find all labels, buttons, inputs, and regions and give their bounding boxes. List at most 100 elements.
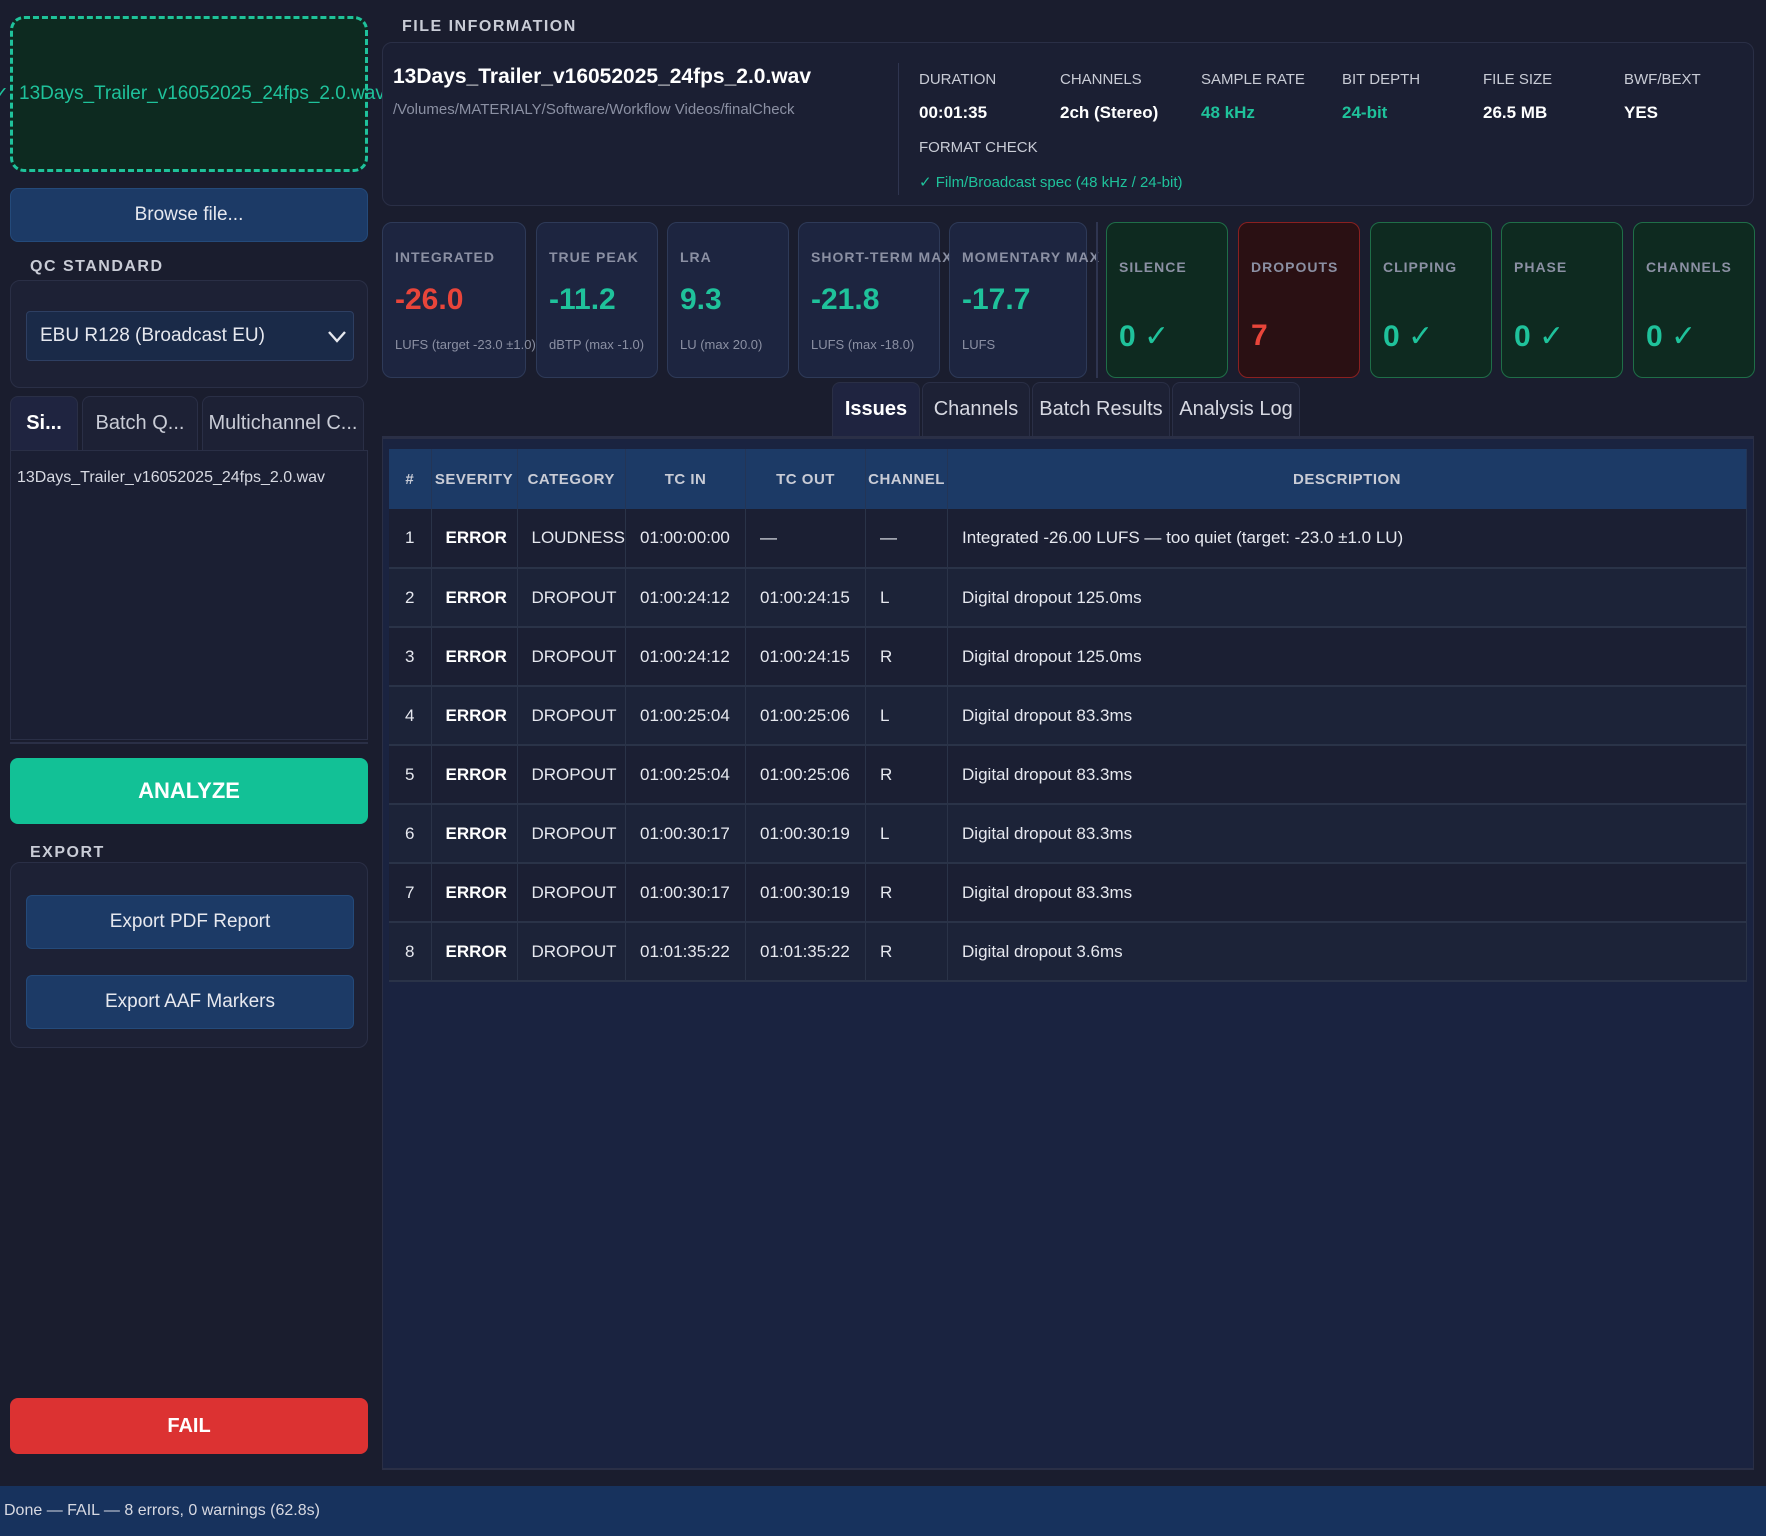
file-size-value: 26.5 MB xyxy=(1483,103,1548,122)
tab-batch-qc[interactable]: Batch Q... xyxy=(82,396,198,450)
metric-label: LRA xyxy=(680,249,712,265)
browse-file-button[interactable]: Browse file... xyxy=(10,188,368,242)
category-cell: DROPOUT xyxy=(517,686,627,746)
row-number: 8 xyxy=(389,922,432,982)
tab-channels[interactable]: Channels xyxy=(922,382,1030,436)
severity-cell: ERROR xyxy=(431,804,518,864)
export-aaf-button[interactable]: Export AAF Markers xyxy=(26,975,354,1029)
category-cell: DROPOUT xyxy=(517,627,627,687)
column-header[interactable]: SEVERITY xyxy=(431,449,518,509)
bit-depth-label: BIT DEPTH xyxy=(1342,71,1421,88)
table-header-row: # SEVERITY CATEGORY TC IN TC OUT CHANNEL… xyxy=(389,449,1747,509)
metric-value: 9.3 xyxy=(680,283,722,316)
sample-rate-label: SAMPLE RATE xyxy=(1201,71,1305,88)
channel-cell: — xyxy=(865,509,949,569)
row-number: 2 xyxy=(389,568,432,628)
metric-lra: LRA 9.3 LU (max 20.0) xyxy=(667,222,789,378)
result-badge: FAIL xyxy=(10,1398,368,1454)
table-row[interactable]: 4 ERROR DROPOUT 01:00:25:04 01:00:25:06 L Digi… xyxy=(389,686,1747,746)
tab-issues[interactable]: Issues xyxy=(832,382,920,436)
severity-cell: ERROR xyxy=(431,863,518,923)
format-check-value: ✓ Film/Broadcast spec (48 kHz / 24-bit) xyxy=(919,174,1183,191)
tc-in-cell: 01:00:24:12 xyxy=(625,627,747,687)
channels-label: CHANNELS xyxy=(1060,71,1142,88)
check-phase: PHASE 0 ✓ xyxy=(1501,222,1623,378)
list-item[interactable]: 13Days_Trailer_v16052025_24fps_2.0.wav xyxy=(17,469,326,486)
metric-label: SHORT-TERM MAX xyxy=(811,249,953,265)
channel-cell: R xyxy=(865,745,949,805)
tab-single[interactable]: Si... xyxy=(10,396,78,450)
row-number: 1 xyxy=(389,509,432,569)
results-tabs: Issues Channels Batch Results Analysis L… xyxy=(382,382,1754,438)
table-row[interactable]: 5 ERROR DROPOUT 01:00:25:04 01:00:25:06 R Digi… xyxy=(389,745,1747,805)
metric-integrated: INTEGRATED -26.0 LUFS (target -23.0 ±1.0… xyxy=(382,222,536,378)
tab-multichannel[interactable]: Multichannel C... xyxy=(202,396,364,450)
file-info-label: FILE INFORMATION xyxy=(402,18,577,35)
column-header[interactable]: DESCRIPTION xyxy=(947,449,1747,509)
check-value: 0 ✓ xyxy=(1646,320,1697,353)
check-value: 0 ✓ xyxy=(1514,320,1565,353)
column-header[interactable]: CHANNEL xyxy=(865,449,949,509)
issues-table: # SEVERITY CATEGORY TC IN TC OUT CHANNEL… xyxy=(389,449,1747,982)
column-header[interactable]: CATEGORY xyxy=(517,449,627,509)
tc-in-cell: 01:00:30:17 xyxy=(625,804,747,864)
column-header[interactable]: TC OUT xyxy=(745,449,867,509)
category-cell: DROPOUT xyxy=(517,804,627,864)
check-silence: SILENCE 0 ✓ xyxy=(1106,222,1228,378)
check-clipping: CLIPPING 0 ✓ xyxy=(1370,222,1492,378)
channel-cell: L xyxy=(865,804,949,864)
tc-in-cell: 01:00:25:04 xyxy=(625,686,747,746)
channel-cell: L xyxy=(865,568,949,628)
tc-in-cell: 01:00:24:12 xyxy=(625,568,747,628)
description-cell: Digital dropout 125.0ms xyxy=(947,627,1747,687)
file-list: 13Days_Trailer_v16052025_24fps_2.0.wav xyxy=(10,450,368,740)
row-number: 4 xyxy=(389,686,432,746)
bwf-value: YES xyxy=(1624,103,1659,122)
tc-in-cell: 01:00:30:17 xyxy=(625,863,747,923)
description-cell: Digital dropout 83.3ms xyxy=(947,745,1747,805)
column-header[interactable]: TC IN xyxy=(625,449,747,509)
description-cell: Digital dropout 83.3ms xyxy=(947,686,1747,746)
qc-standard-select[interactable]: EBU R128 (Broadcast EU) xyxy=(26,311,354,361)
table-row[interactable]: 8 ERROR DROPOUT 01:01:35:22 01:01:35:22 R Digi… xyxy=(389,922,1747,982)
row-number: 6 xyxy=(389,804,432,864)
tc-in-cell: 01:01:35:22 xyxy=(625,922,747,982)
divider xyxy=(382,436,1754,438)
description-cell: Digital dropout 83.3ms xyxy=(947,804,1747,864)
category-cell: LOUDNESS xyxy=(517,509,627,569)
file-name: 13Days_Trailer_v16052025_24fps_2.0.wav xyxy=(393,65,812,88)
export-pdf-button[interactable]: Export PDF Report xyxy=(26,895,354,949)
check-label: CLIPPING xyxy=(1383,259,1458,275)
tab-batch-results[interactable]: Batch Results xyxy=(1032,382,1170,436)
row-number: 5 xyxy=(389,745,432,805)
description-cell: Digital dropout 125.0ms xyxy=(947,568,1747,628)
analyze-button[interactable]: ANALYZE xyxy=(10,758,368,824)
file-dropzone[interactable]: ✓ 13Days_Trailer_v16052025_24fps_2.0.wav xyxy=(0,16,385,172)
divider xyxy=(898,63,899,195)
check-label: CHANNELS xyxy=(1646,259,1732,275)
check-value: 0 ✓ xyxy=(1383,320,1434,353)
metric-value: -21.8 xyxy=(811,283,880,316)
table-row[interactable]: 1 ERROR LOUDNESS 01:00:00:00— — Integrated -2… xyxy=(389,509,1747,569)
category-cell: DROPOUT xyxy=(517,745,627,805)
channels-value: 2ch (Stereo) xyxy=(1060,103,1159,122)
bwf-label: BWF/BEXT xyxy=(1624,71,1701,88)
table-row[interactable]: 3 ERROR DROPOUT 01:00:24:12 01:00:24:15 R Digi… xyxy=(389,627,1747,687)
metric-sub: LUFS xyxy=(962,337,996,352)
divider xyxy=(10,742,368,744)
tc-in-cell: 01:00:00:00 xyxy=(625,509,747,569)
severity-cell: ERROR xyxy=(431,509,518,569)
dropzone-filename: 13Days_Trailer_v16052025_24fps_2.0.wav xyxy=(19,83,385,104)
table-row[interactable]: 2 ERROR DROPOUT 01:00:24:12 01:00:24:15 L Digi… xyxy=(389,568,1747,628)
table-row[interactable]: 7 ERROR DROPOUT 01:00:30:17 01:00:30:19 R Digi… xyxy=(389,863,1747,923)
category-cell: DROPOUT xyxy=(517,922,627,982)
channel-cell: L xyxy=(865,686,949,746)
column-header[interactable]: # xyxy=(389,449,432,509)
tab-analysis-log[interactable]: Analysis Log xyxy=(1172,382,1300,436)
check-label: SILENCE xyxy=(1119,259,1187,275)
category-cell: DROPOUT xyxy=(517,863,627,923)
check-label: PHASE xyxy=(1514,259,1568,275)
tc-in-cell: 01:00:25:04 xyxy=(625,745,747,805)
check-value: 7 xyxy=(1251,319,1268,352)
table-row[interactable]: 6 ERROR DROPOUT 01:00:30:17 01:00:30:19 L Digi… xyxy=(389,804,1747,864)
